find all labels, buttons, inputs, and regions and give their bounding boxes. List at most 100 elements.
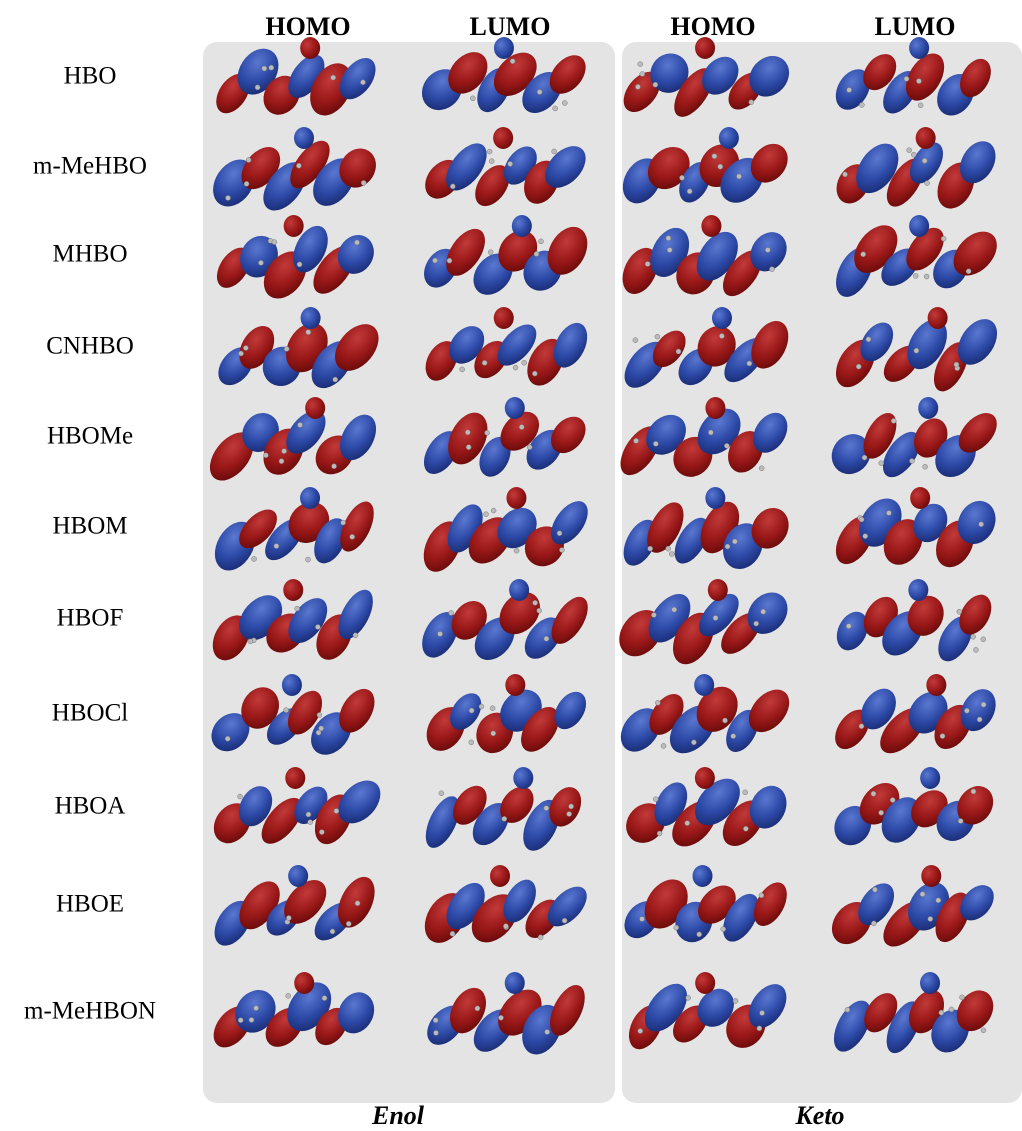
atom <box>672 607 677 612</box>
atom <box>350 534 355 539</box>
atom <box>872 887 877 892</box>
atom <box>971 634 976 639</box>
atom <box>485 430 490 435</box>
atom <box>666 546 671 551</box>
atom <box>640 917 645 922</box>
orbital-lobe <box>708 579 728 601</box>
atom <box>737 174 742 179</box>
atom <box>871 791 876 796</box>
atom <box>470 96 475 101</box>
atom <box>731 734 736 739</box>
row-label: HBOMe <box>47 423 133 450</box>
atom <box>298 422 303 427</box>
orbital-lobe <box>910 487 930 509</box>
atom <box>449 611 454 616</box>
orbital-lobe <box>921 865 941 887</box>
atom <box>958 819 963 824</box>
panel-label: Enol <box>371 1101 425 1130</box>
orbital-lobe <box>305 397 325 419</box>
atom <box>667 248 672 253</box>
atom <box>491 508 496 513</box>
orbital-lobe <box>288 865 308 887</box>
orbital-lobe <box>301 307 321 329</box>
atom <box>306 330 311 335</box>
atom <box>904 76 909 81</box>
orbital-lobe <box>693 865 713 887</box>
atom <box>246 158 251 163</box>
atom <box>863 534 868 539</box>
atom <box>666 236 671 241</box>
atom <box>334 808 339 813</box>
row-label: HBO <box>64 63 117 90</box>
atom <box>226 195 231 200</box>
orbital-lobe <box>920 767 940 789</box>
atom <box>308 820 313 825</box>
atom <box>286 915 291 920</box>
atom <box>712 154 717 159</box>
orbital-lobe <box>909 215 929 237</box>
atom <box>939 1010 944 1015</box>
atom <box>569 804 574 809</box>
orbital-lobe <box>294 127 314 149</box>
orbital-lobe <box>283 579 303 601</box>
atom <box>754 621 759 626</box>
atom <box>249 1017 254 1022</box>
atom <box>861 252 866 257</box>
atom <box>346 921 351 926</box>
atom <box>747 361 752 366</box>
atom <box>522 360 527 365</box>
orbital-lobe <box>505 674 525 696</box>
orbital-lobe <box>926 674 946 696</box>
atom <box>732 539 737 544</box>
atom <box>225 736 230 741</box>
atom <box>648 546 653 551</box>
orbital-figure: HOMO LUMO HOMO LUMO Enol Keto HBOm-MeHBO… <box>0 0 1022 1131</box>
atom <box>845 1007 850 1012</box>
atom <box>297 262 302 267</box>
row-label: MHBO <box>52 241 127 268</box>
atom <box>909 458 914 463</box>
orbital-lobe <box>300 487 320 509</box>
atom <box>295 606 300 611</box>
atom <box>450 931 455 936</box>
atom <box>537 90 542 95</box>
row-label: m-MeHBO <box>33 153 147 180</box>
atom <box>719 333 724 338</box>
column-header: LUMO <box>875 12 956 41</box>
atom <box>503 924 508 929</box>
atom <box>687 189 692 194</box>
atom <box>846 624 851 629</box>
atom <box>319 726 324 731</box>
atom <box>723 718 728 723</box>
atom <box>977 717 982 722</box>
atom <box>475 1006 480 1011</box>
atom <box>679 175 684 180</box>
orbital-lobe <box>284 215 304 237</box>
orbital-lobe <box>513 767 533 789</box>
orbital-lobe <box>512 215 532 237</box>
atom <box>891 418 896 423</box>
atom <box>255 85 260 90</box>
atom <box>465 430 470 435</box>
atom <box>544 806 549 811</box>
column-header: LUMO <box>470 12 551 41</box>
atom <box>447 258 452 263</box>
atom <box>761 609 766 614</box>
orbital-lobe <box>695 767 715 789</box>
atom <box>713 615 718 620</box>
atom <box>871 921 876 926</box>
atom <box>510 59 515 64</box>
atom <box>341 520 346 525</box>
atom <box>928 916 933 921</box>
atom <box>360 80 365 85</box>
atom <box>538 935 543 940</box>
atom <box>438 631 443 636</box>
atom <box>691 740 696 745</box>
atom <box>949 1007 954 1012</box>
atom <box>306 812 311 817</box>
atom <box>519 425 524 430</box>
atom <box>971 789 976 794</box>
atom <box>282 449 287 454</box>
atom <box>258 260 263 265</box>
atom <box>305 557 310 562</box>
